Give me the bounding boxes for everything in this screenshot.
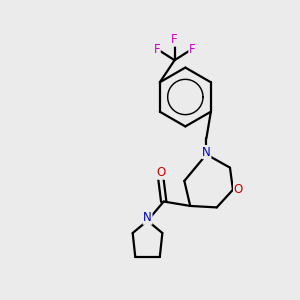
Text: O: O (234, 183, 243, 196)
Text: F: F (189, 44, 196, 56)
Text: O: O (156, 166, 165, 179)
Text: F: F (154, 44, 160, 56)
Text: F: F (171, 33, 178, 46)
Text: N: N (202, 146, 211, 159)
Text: N: N (143, 211, 152, 224)
